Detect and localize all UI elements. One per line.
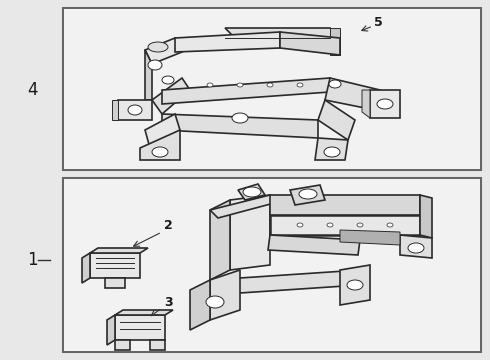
Polygon shape [162, 114, 318, 138]
Ellipse shape [357, 223, 363, 227]
Polygon shape [150, 340, 165, 350]
Ellipse shape [148, 42, 168, 52]
Ellipse shape [327, 223, 333, 227]
Ellipse shape [408, 243, 424, 253]
Polygon shape [175, 32, 280, 52]
Polygon shape [210, 270, 360, 295]
Polygon shape [330, 28, 340, 55]
Polygon shape [162, 78, 330, 104]
Ellipse shape [206, 296, 224, 308]
Polygon shape [318, 100, 355, 140]
Polygon shape [340, 230, 400, 245]
Polygon shape [230, 195, 270, 270]
Text: 1: 1 [26, 251, 37, 269]
Polygon shape [420, 195, 432, 238]
Polygon shape [112, 100, 118, 120]
Text: 3: 3 [164, 296, 172, 309]
Polygon shape [270, 195, 420, 215]
Polygon shape [190, 280, 210, 330]
Bar [64, 179, 480, 351]
Ellipse shape [148, 60, 162, 70]
Text: 2: 2 [164, 219, 172, 231]
Bar [63, 178, 481, 352]
Polygon shape [268, 235, 360, 255]
Polygon shape [370, 90, 400, 118]
Polygon shape [115, 315, 165, 340]
Polygon shape [325, 78, 380, 110]
Ellipse shape [207, 83, 213, 87]
Polygon shape [82, 253, 90, 283]
Polygon shape [115, 340, 130, 350]
Polygon shape [145, 38, 182, 64]
Polygon shape [210, 270, 240, 320]
Polygon shape [362, 90, 370, 118]
Ellipse shape [297, 223, 303, 227]
Ellipse shape [243, 187, 261, 197]
Text: 4: 4 [27, 81, 37, 99]
Polygon shape [140, 130, 180, 160]
Bar [64, 9, 480, 169]
Polygon shape [145, 50, 152, 100]
Polygon shape [400, 235, 432, 258]
Polygon shape [210, 195, 278, 218]
Polygon shape [210, 200, 230, 280]
Ellipse shape [299, 189, 317, 199]
Polygon shape [280, 32, 340, 55]
Polygon shape [115, 310, 173, 315]
Polygon shape [118, 100, 152, 120]
Polygon shape [145, 114, 180, 148]
Polygon shape [238, 184, 265, 200]
Polygon shape [315, 138, 348, 160]
Polygon shape [225, 28, 340, 38]
Ellipse shape [232, 113, 248, 123]
Ellipse shape [347, 280, 363, 290]
Polygon shape [107, 315, 115, 345]
Polygon shape [90, 248, 148, 253]
Ellipse shape [377, 99, 393, 109]
Ellipse shape [324, 147, 340, 157]
Ellipse shape [162, 76, 174, 84]
Ellipse shape [152, 147, 168, 157]
Polygon shape [340, 265, 370, 305]
Polygon shape [105, 278, 125, 288]
Bar [63, 8, 481, 170]
Ellipse shape [267, 83, 273, 87]
Ellipse shape [329, 80, 341, 88]
Text: 5: 5 [373, 15, 382, 28]
Ellipse shape [237, 83, 243, 87]
Polygon shape [152, 78, 190, 114]
Ellipse shape [297, 83, 303, 87]
Ellipse shape [387, 223, 393, 227]
Polygon shape [90, 253, 140, 278]
Polygon shape [290, 185, 325, 205]
Polygon shape [270, 215, 420, 235]
Ellipse shape [128, 105, 142, 115]
